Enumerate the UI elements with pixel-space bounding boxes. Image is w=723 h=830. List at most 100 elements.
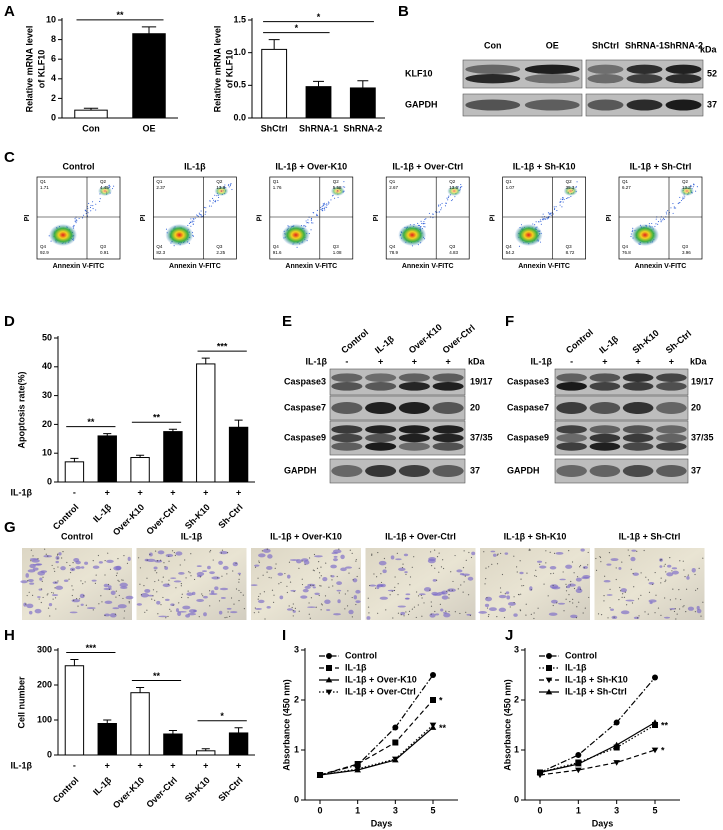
- pore: [627, 549, 629, 551]
- pore: [525, 614, 527, 616]
- pore: [579, 588, 582, 590]
- pore: [157, 613, 159, 615]
- pore: [545, 550, 547, 552]
- lane-label: ShRNA-2: [664, 40, 703, 50]
- pore: [572, 598, 574, 600]
- treatment-sign: +: [170, 487, 175, 497]
- blot-band: [656, 433, 687, 443]
- pore: [430, 565, 433, 567]
- pore: [45, 553, 47, 555]
- quadrant-value: 6.27: [622, 185, 631, 190]
- flow-event: [552, 213, 554, 215]
- quadrant-value: 91.6: [273, 250, 282, 255]
- flow-event: [313, 212, 315, 214]
- cell: [136, 603, 142, 606]
- pore: [160, 604, 162, 606]
- pore: [115, 574, 118, 577]
- pore: [139, 583, 141, 585]
- flow-density: [214, 186, 229, 196]
- pore: [513, 555, 515, 557]
- cell: [63, 579, 69, 583]
- flow-event: [424, 226, 426, 228]
- blot-band: [626, 99, 663, 111]
- pore: [631, 602, 634, 604]
- pore: [669, 599, 672, 601]
- x-axis-label: Days: [371, 818, 393, 828]
- blot-background: [462, 59, 583, 89]
- pore: [238, 578, 240, 581]
- y-axis-label: of KLF10: [224, 50, 234, 89]
- pore: [184, 559, 186, 561]
- pore: [380, 581, 383, 584]
- flow-event: [173, 245, 175, 247]
- treatment-sign: +: [412, 356, 417, 366]
- pore: [162, 596, 164, 599]
- blot-band: [331, 425, 363, 434]
- pore: [565, 586, 568, 588]
- flow-event: [205, 211, 207, 213]
- row-label: GAPDH: [284, 465, 317, 475]
- cell: [498, 607, 507, 613]
- significance-label: *: [439, 695, 443, 705]
- cell: [232, 561, 239, 567]
- pore: [509, 606, 511, 608]
- pore: [683, 605, 685, 607]
- blot-band: [556, 402, 587, 414]
- quadrant-value: 82.3: [156, 250, 165, 255]
- pore: [597, 613, 600, 615]
- flow-event: [90, 210, 92, 212]
- pore: [669, 557, 671, 559]
- quadrant-name: Q1: [273, 179, 280, 184]
- pore: [173, 551, 175, 554]
- kda-header: kDa: [690, 356, 708, 366]
- bar: [132, 33, 166, 119]
- pore: [274, 567, 276, 570]
- lane-label: ShRNA-1: [625, 40, 664, 50]
- flow-event: [424, 218, 426, 221]
- flow-event: [187, 224, 189, 226]
- y-axis-label: Absorbance (450 nm): [281, 679, 291, 771]
- cell: [404, 597, 410, 600]
- pore: [319, 577, 321, 579]
- cell: [330, 564, 337, 569]
- quadrant-value: 1.71: [40, 185, 49, 190]
- quadrant-name: Q2: [449, 179, 456, 184]
- pore: [647, 579, 649, 581]
- flow-event: [326, 204, 328, 206]
- cell: [485, 596, 493, 602]
- pore: [375, 587, 377, 589]
- pore: [198, 616, 200, 618]
- pore: [371, 554, 373, 556]
- legend-label: IL-1β + Sh-K10: [565, 674, 628, 684]
- pore: [104, 614, 106, 617]
- pore: [626, 604, 628, 606]
- pore: [57, 566, 59, 568]
- pore: [292, 603, 294, 605]
- pore: [450, 571, 452, 573]
- y-tick-label: 2: [294, 694, 299, 704]
- flow-event: [111, 188, 114, 190]
- flow-event: [95, 209, 97, 211]
- blot-band: [365, 425, 397, 434]
- pore: [104, 559, 106, 562]
- cell: [157, 550, 165, 555]
- pore: [320, 603, 323, 605]
- cell: [312, 586, 316, 589]
- pore: [309, 617, 311, 619]
- pore: [356, 575, 358, 578]
- flow-event: [199, 213, 201, 215]
- pore: [320, 575, 322, 577]
- pore: [190, 553, 192, 555]
- quadrant-name: Q3: [449, 244, 456, 249]
- flow-density: [514, 224, 543, 246]
- flow-event: [576, 181, 578, 183]
- pore: [434, 567, 436, 569]
- flow-event: [212, 197, 214, 200]
- cell: [55, 585, 64, 590]
- flow-event: [310, 218, 312, 220]
- cell: [27, 569, 36, 573]
- error-bar: [70, 658, 79, 666]
- bar: [228, 426, 249, 483]
- flow-x-label: Annexin V-FITC: [169, 263, 221, 270]
- pore: [429, 589, 431, 591]
